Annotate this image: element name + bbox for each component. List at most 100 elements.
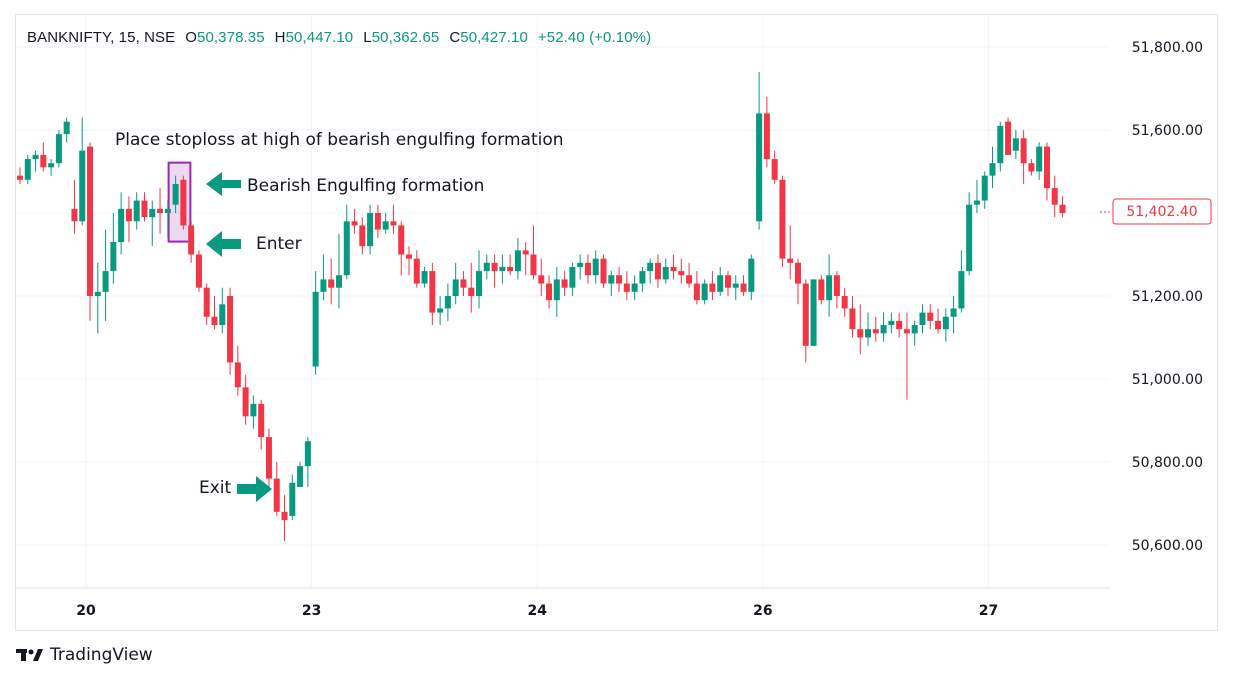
candle-body <box>872 329 879 334</box>
candle <box>24 154 31 184</box>
candle <box>444 283 451 321</box>
candle-body <box>297 466 304 487</box>
candle <box>289 474 296 521</box>
candle-body <box>227 296 234 363</box>
price-tick-label: 50,600.00 <box>1132 538 1203 554</box>
candle-body <box>141 200 148 218</box>
candle <box>227 287 234 375</box>
candle-body <box>1020 138 1027 164</box>
candle-body <box>997 125 1004 164</box>
candle-body <box>927 312 934 321</box>
candle <box>989 146 996 189</box>
candle <box>600 254 607 288</box>
low-key: L <box>363 29 372 46</box>
candle <box>701 279 708 305</box>
brand-label: TradingView <box>50 645 153 665</box>
time-axis: 20 23 24 26 27 <box>76 603 998 619</box>
candle-body <box>273 478 280 512</box>
candle <box>63 117 70 143</box>
enter-arrow-icon <box>206 231 241 257</box>
candle <box>546 275 553 309</box>
candle-body <box>553 279 560 301</box>
tradingview-logo[interactable]: TradingView <box>16 645 153 665</box>
candle <box>1036 142 1043 180</box>
candle-body <box>903 329 910 334</box>
candle <box>670 254 677 280</box>
candle-body <box>538 275 545 284</box>
candle <box>398 221 405 276</box>
candle-body <box>1059 204 1066 213</box>
candle-body <box>950 308 957 317</box>
candle <box>771 150 778 184</box>
candle-body <box>670 266 677 272</box>
candle-body <box>833 275 840 296</box>
candle <box>374 204 381 238</box>
candle-body <box>188 225 195 255</box>
candle-body <box>935 320 942 330</box>
candle <box>499 254 506 284</box>
candle-body <box>133 200 140 222</box>
candle-body <box>966 204 973 272</box>
candle <box>810 279 817 346</box>
candle <box>833 271 840 309</box>
candle <box>367 204 374 255</box>
candle <box>211 296 218 330</box>
candle <box>997 121 1004 172</box>
candle <box>250 395 257 429</box>
candle-body <box>756 113 763 222</box>
candle-body <box>779 179 786 259</box>
candle <box>787 225 794 280</box>
candle <box>795 258 801 305</box>
candle-body <box>841 296 848 309</box>
candle-body <box>234 362 241 388</box>
candle-body <box>802 283 809 346</box>
candle-body <box>328 279 335 288</box>
symbol-legend: BANKNIFTY, 15, NSE O50,378.35 H50,447.10 L5… <box>27 29 651 46</box>
price-tick-label: 51,800.00 <box>1132 40 1203 56</box>
candle-body <box>149 208 156 218</box>
candle <box>48 159 55 176</box>
candle <box>1020 130 1027 184</box>
candle <box>359 217 366 255</box>
candle-body <box>600 258 607 284</box>
enter-annotation: Enter <box>256 234 302 254</box>
candle <box>950 296 957 334</box>
candle-body <box>732 283 739 288</box>
candle-body <box>40 154 47 168</box>
candle-body <box>17 175 23 180</box>
candle <box>927 304 934 330</box>
candle <box>320 254 327 301</box>
candle <box>553 266 560 317</box>
candle-body <box>654 262 661 280</box>
candle-body <box>406 254 412 259</box>
candle-body <box>857 329 864 338</box>
close-key: C <box>449 29 461 46</box>
candle <box>32 150 39 172</box>
price-tick-label: 51,200.00 <box>1132 289 1203 305</box>
candle-body <box>437 308 444 313</box>
candle <box>865 312 872 346</box>
candle-body <box>483 262 490 272</box>
candle <box>880 312 887 342</box>
candle-body <box>94 291 101 296</box>
candle <box>919 304 926 334</box>
candle-body <box>87 146 94 296</box>
candle-body <box>390 221 397 226</box>
candle-body <box>888 320 895 326</box>
candle-body <box>1028 163 1035 172</box>
candle-body <box>748 258 755 292</box>
candle <box>219 287 226 334</box>
date-tick-label: 27 <box>979 603 998 619</box>
candle-body <box>1012 138 1019 151</box>
candle <box>258 399 265 450</box>
candle-body <box>343 221 350 276</box>
candle <box>421 266 428 288</box>
exit-arrow-icon <box>237 476 272 502</box>
candle-body <box>584 262 591 276</box>
symbol-label: BANKNIFTY, 15, NSE <box>27 29 176 46</box>
candle <box>164 200 171 238</box>
candle <box>351 208 358 234</box>
date-tick-label: 26 <box>753 603 772 619</box>
candle-body <box>740 283 747 292</box>
